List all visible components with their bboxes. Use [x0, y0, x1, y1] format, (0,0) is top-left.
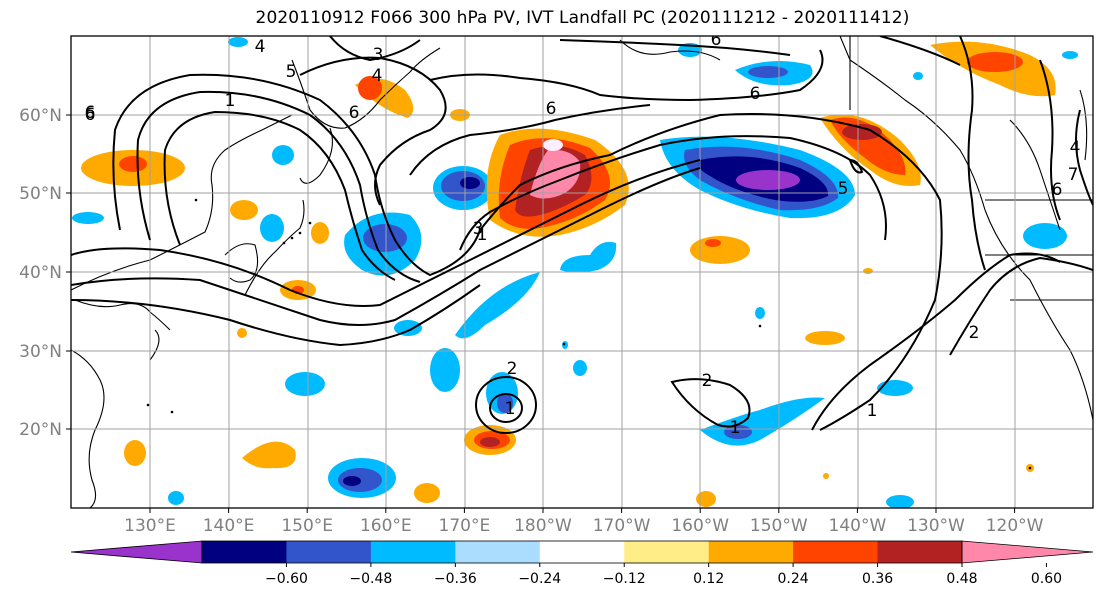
colorbar-tick-label: −0.36	[434, 571, 477, 587]
contour-label: 2	[702, 371, 713, 391]
contour-label: 4	[255, 37, 266, 57]
contour-label: 1	[867, 401, 878, 421]
contour-label: 1	[730, 418, 741, 438]
colorbar-segment	[202, 541, 287, 563]
colorbar-tick-label: −0.48	[349, 571, 392, 587]
colorbar-tick-label: 0.24	[778, 571, 809, 587]
contour-label: 2	[507, 359, 518, 379]
coastlines	[71, 36, 1093, 508]
contour-label: 6	[546, 99, 557, 119]
colorbar-extend-high	[961, 540, 1094, 564]
contour-label: 7	[1068, 165, 1079, 185]
contour-label: 2	[969, 323, 980, 343]
lon-axis: 130°E 140°E 150°E 160°E 170°E 180°W 170°W 160°W…	[124, 508, 1044, 536]
lon-tick-label: 150°W	[750, 516, 808, 536]
lat-tick-label: 60°N	[19, 106, 62, 126]
positive-anomaly-northeast-pacific	[690, 41, 1056, 479]
colorbar-tick-label: 0.12	[693, 571, 724, 587]
colorbar-tick-label: 0.60	[1031, 571, 1062, 587]
contour-label: 3	[473, 219, 484, 239]
contour-label: 3	[373, 45, 384, 65]
colorbar-tick-label: −0.24	[518, 571, 561, 587]
colorbar-segment	[708, 541, 794, 563]
positive-anomaly-dateline	[355, 76, 716, 507]
contour-label: 6	[1052, 180, 1063, 200]
islands	[146, 198, 1032, 470]
colorbar-tick-label: 0.48	[946, 571, 977, 587]
contour-label: 5	[838, 179, 849, 199]
contour-label: 6	[711, 30, 722, 50]
colorbar-segment	[877, 541, 963, 563]
contour-label: 4	[372, 66, 383, 86]
lat-tick-label: 40°N	[19, 263, 62, 283]
colorbar: −0.60 −0.48 −0.36 −0.24 −0.12 0.12 0.24 0.36 0.4…	[70, 540, 1094, 587]
positive-anomaly-west-pacific	[81, 150, 329, 469]
lon-tick-label: 120°W	[986, 516, 1044, 536]
contour-label: 1	[477, 225, 488, 245]
lat-tick-label: 20°N	[19, 420, 62, 440]
lon-tick-label: 130°E	[124, 516, 176, 536]
lat-tick-label: 50°N	[19, 184, 62, 204]
lon-tick-label: 140°W	[829, 516, 887, 536]
colorbar-segment	[793, 541, 879, 563]
lon-tick-label: 160°E	[360, 516, 412, 536]
lon-tick-label: 160°W	[671, 516, 729, 536]
shaded-field	[72, 37, 1078, 508]
contour-label: 4	[1070, 138, 1081, 158]
colorbar-segment	[455, 541, 541, 563]
lon-tick-label: 150°E	[281, 516, 333, 536]
lat-axis: 60°N 50°N 40°N 30°N 20°N	[19, 106, 71, 440]
negative-anomaly-gulf-of-alaska	[228, 37, 1078, 508]
map-title: 2020110912 F066 300 hPa PV, IVT Landfall…	[255, 8, 910, 28]
lat-tick-label: 30°N	[19, 342, 62, 362]
lon-tick-label: 140°E	[203, 516, 255, 536]
colorbar-segment	[539, 541, 625, 563]
lon-tick-label: 170°E	[439, 516, 491, 536]
colorbar-segment	[286, 541, 372, 563]
contour-label: 6	[85, 105, 96, 125]
colorbar-tick-label: −0.60	[265, 571, 308, 587]
colorbar-border	[201, 540, 963, 564]
contour-label: 1	[225, 91, 236, 111]
colorbar-tick-label: 0.36	[862, 571, 893, 587]
colorbar-segment	[370, 541, 456, 563]
lon-tick-label: 170°W	[593, 516, 651, 536]
contour-label: 6	[349, 103, 360, 123]
colorbar-segment	[624, 541, 710, 563]
contour-label: 1	[505, 399, 516, 419]
contour-label: 6	[750, 84, 761, 104]
colorbar-tick-label: −0.12	[603, 571, 646, 587]
contour-label: 5	[286, 62, 297, 82]
colorbar-extend-low	[70, 540, 203, 564]
contour-label: 6	[85, 103, 96, 123]
pv-contours-closed	[475, 158, 864, 434]
pv-contours	[71, 36, 1093, 431]
negative-anomaly-west-pacific	[72, 145, 587, 505]
lon-tick-label: 180°W	[514, 516, 572, 536]
lon-tick-label: 130°W	[907, 516, 965, 536]
